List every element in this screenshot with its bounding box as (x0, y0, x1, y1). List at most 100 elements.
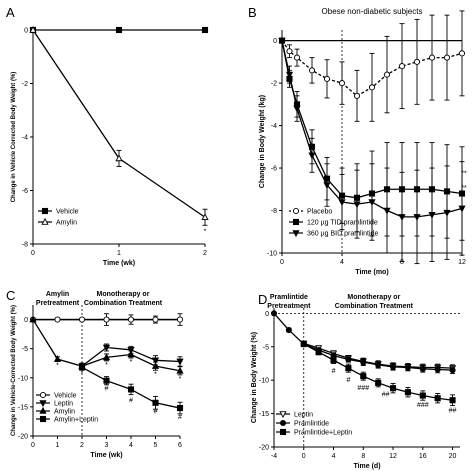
panel-d-series-pramlintide (270, 310, 456, 374)
panel-b-series-360-g-bid-pramlintide-point (398, 214, 406, 221)
panel-d-series-pramlintide-point (360, 359, 367, 366)
panel-b-x-tick-label: 4 (340, 259, 344, 266)
panel-b-series-360-g-bid-pramlintide-point (338, 199, 346, 207)
panel-d-series-pramlintide-leptin-point (389, 385, 397, 392)
panel-b-y-tick-label: -2 (271, 81, 277, 88)
panel-d-significance-mark: ## (382, 392, 390, 399)
panel-d-series-pramlintide-leptin-point (404, 389, 411, 396)
panel-c-series-amylin-leptin-point (152, 399, 159, 406)
panel-c-series-vehicle-point (176, 316, 184, 323)
panel-a-legend-label-vehicle: Vehicle (56, 209, 79, 216)
panel-b-series-360-g-bid-pramlintide-point (278, 37, 286, 45)
panel-d-treatment-label: Monotherapy or (347, 294, 400, 301)
panel-c-series-amylin-leptin (78, 363, 184, 415)
panel-d-x-tick-label: 4 (332, 453, 336, 460)
panel-d-significance-mark: ### (417, 402, 429, 409)
panel-c-legend-label-amylin-leptin: Amylin+Leptin (54, 417, 98, 424)
panel-d-series-pramlintide-point (434, 366, 441, 373)
panel-c-y-tick-label: 0 (24, 317, 28, 324)
panel-d-series-pramlintide-point (449, 367, 456, 374)
panel-a-y-tick-label: 0 (24, 28, 28, 35)
panel-d-y-tick-label: -5 (263, 344, 269, 351)
panel-a-significance-mark: * (204, 229, 207, 236)
panel-b-series-360-g-bid-pramlintide-point (308, 152, 316, 160)
panel-c-series-amylin-leptin-point (78, 364, 86, 371)
panel-c-series-vehicle (29, 313, 184, 326)
panel-c-series-vehicle-point (152, 316, 159, 323)
panel-a-series-amylin-point (29, 25, 37, 33)
panel-b-series-placebo-point (308, 67, 316, 74)
panel-d-series-pramlintide-leptin-point (449, 397, 456, 404)
panel-c-series-amylin-point (29, 315, 37, 323)
panel-d-series-pramlintide-point (285, 327, 292, 334)
panel-d-series-pramlintide-point (270, 310, 278, 317)
panel-d-x-axis-title: Time (d) (353, 463, 380, 470)
panel-d-significance-mark: ## (449, 408, 457, 415)
panel-c-series-leptin-point (127, 347, 135, 354)
panel-a-legend-label-amylin: Amylin (56, 220, 77, 227)
panel-c-x-tick-label: 2 (80, 442, 84, 449)
panel-d-series-pramlintide-leptin-point (315, 349, 322, 356)
panel-d-y-tick-label: -20 (259, 445, 269, 452)
panel-d-x-tick-label: 8 (361, 453, 365, 460)
panel-c-legend-label-vehicle: Vehicle (54, 393, 77, 400)
panel-c-y-axis-title: Change in Vehicle-Corrected Body Weight … (11, 305, 17, 436)
panel-b-series-placebo-point (338, 80, 346, 87)
panel-c-x-tick-label: 3 (105, 442, 109, 449)
panel-d-x-tick-label: 12 (389, 453, 397, 460)
panel-c-series-vehicle-point (54, 316, 61, 323)
panel-c-y-tick-label: -20 (18, 434, 28, 441)
panel-d-series-pramlintide-leptin-point (300, 341, 307, 348)
panel-d: D 0 -5 -10 -15 -20-4 0 4 8 12 16 20 Time (d) Change i… (251, 292, 460, 470)
panel-c-series-vehicle-point (127, 316, 135, 323)
panel-c-x-tick-label: 5 (154, 442, 158, 449)
panel-c-series-leptin-point (102, 344, 111, 352)
panel-c-significance-mark: # (154, 408, 158, 415)
panel-b-legend-marker (292, 218, 300, 226)
panel-c-treatment-label: Monotherapy or (97, 291, 150, 298)
panel-b-series-placebo-point (286, 48, 293, 55)
panel-b-y-tick-label: -8 (271, 208, 277, 215)
panel-b-series-360-g-bid-pramlintide-point (368, 199, 376, 207)
panel-c-legend-marker (39, 406, 47, 414)
panel-b-x-tick-label: 8 (400, 259, 404, 266)
panel-c-series-amylin-leptin-point (176, 405, 184, 412)
panel-d-letter: D (258, 292, 267, 307)
panel-c-x-tick-label: 6 (178, 442, 182, 449)
panel-a-x-axis-title: Time (wk) (103, 260, 135, 267)
panel-a-y-tick-label: -6 (22, 188, 28, 195)
panel-d-series-pramlintide-point (345, 356, 352, 363)
panel-a-series-amylin-point (115, 154, 123, 162)
panel-d-series-pramlintide-point (389, 363, 397, 370)
panel-d-y-axis-title: Change in Body Weight (%) (251, 332, 258, 423)
panel-b-series-placebo-point (323, 75, 331, 82)
panel-a-series-amylin-point (201, 213, 209, 221)
panel-c-series-amylin-leptin-point (103, 377, 110, 384)
panel-d-significance-mark: ### (357, 385, 369, 392)
panel-d-x-tick-label: 16 (419, 453, 427, 460)
panel-b-legend-marker (292, 230, 300, 238)
panel-a-series-vehicle-point (201, 26, 209, 34)
panel-c-y-tick-label: -10 (18, 375, 28, 382)
panel-b-legend-label-360-g-bid-pramlintide: 360 µg BID pramlintide (307, 231, 378, 238)
panel-a-series-amylin (29, 25, 209, 226)
panel-b-series-placebo-point (368, 84, 376, 91)
panel-d-legend-label-pramlintide-leptin: Pramlintide+Leptin (294, 430, 352, 437)
panel-d-significance-mark: # (346, 377, 350, 384)
panel-d-series-pramlintide-point (375, 361, 382, 368)
panel-d-series-pramlintide-leptin (300, 341, 456, 407)
panel-c-series-vehicle-point (103, 316, 110, 323)
panel-b-series-placebo-point (353, 92, 361, 99)
panel-c-series-leptin-point (176, 358, 184, 366)
panel-a-x-tick-label: 2 (203, 250, 207, 257)
panel-b-letter: B (248, 5, 257, 20)
panel-d-legend-marker (279, 419, 287, 427)
panel-c-significance-mark: * (81, 371, 84, 378)
panel-d-series-pramlintide-leptin-point (419, 392, 426, 399)
panel-a-series-vehicle (29, 26, 209, 34)
panel-b-x-tick-label: 0 (280, 259, 284, 266)
panel-a-x-tick-label: 1 (117, 250, 121, 257)
panel-a-x-tick-label: 0 (31, 250, 35, 257)
panel-b-series-360-g-bid-pramlintide-point (383, 207, 391, 215)
panel-c-series-vehicle-point (78, 316, 86, 323)
